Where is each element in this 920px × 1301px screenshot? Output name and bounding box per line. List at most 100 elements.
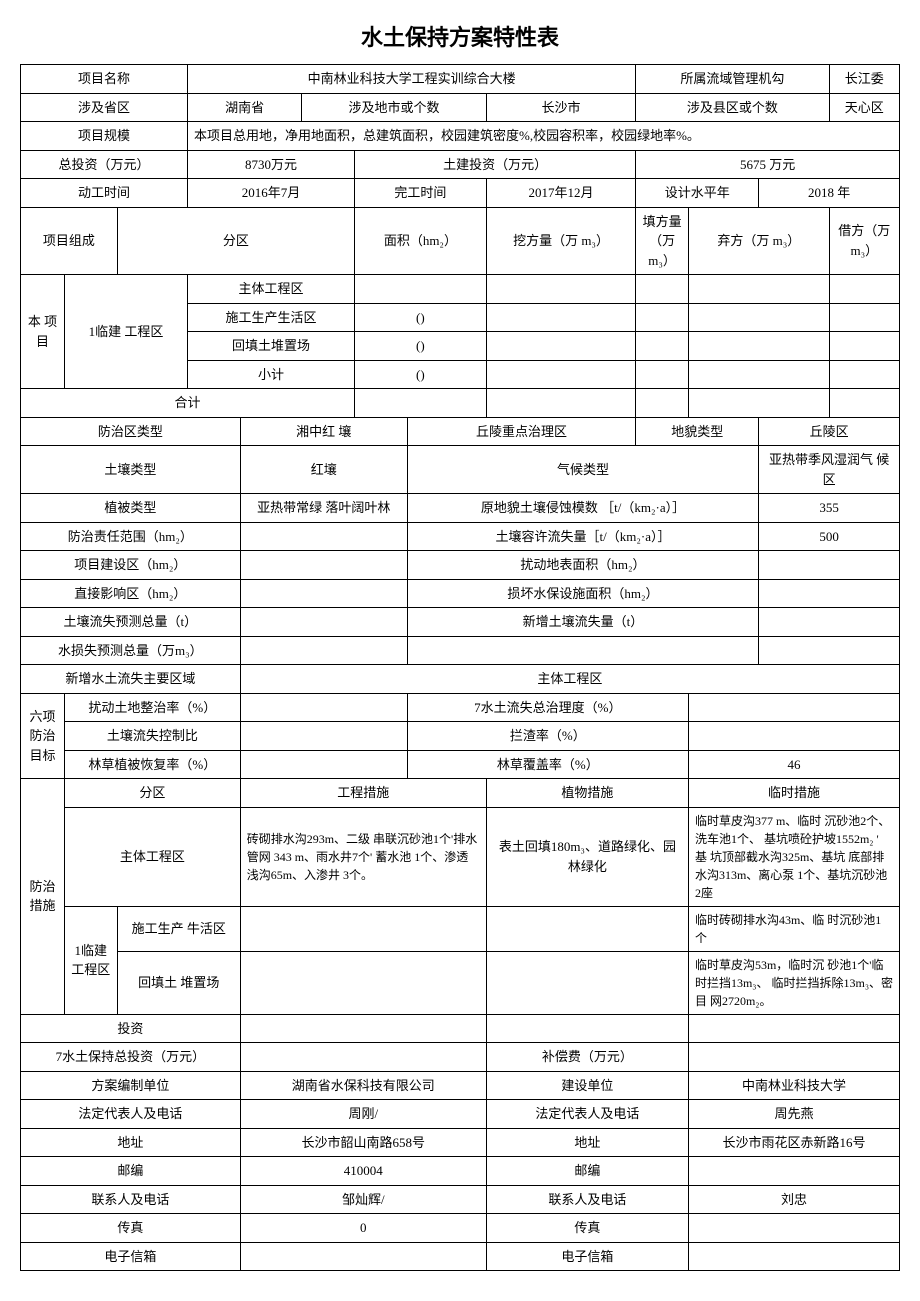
cell: [688, 1242, 899, 1271]
cell: 总投资（万元）: [21, 150, 188, 179]
cell: 湘中红 壤: [240, 417, 407, 446]
table-row: 项目名称 中南林业科技大学工程实训综合大楼 所属流域管理机勾 长江委: [21, 65, 900, 94]
cell: [688, 303, 829, 332]
cell: 丘陵重点治理区: [407, 417, 636, 446]
cell: [688, 275, 829, 304]
cell: 主体工程区: [64, 807, 240, 906]
cell: 邹灿辉/: [240, 1185, 486, 1214]
cell: 防治 措施: [21, 779, 65, 1015]
table-row: 7水土保持总投资（万元） 补偿费（万元）: [21, 1043, 900, 1072]
cell: (): [354, 303, 486, 332]
cell: [636, 360, 689, 389]
cell: [636, 389, 689, 418]
cell: [240, 1043, 486, 1072]
cell: [240, 750, 407, 779]
cell: [636, 332, 689, 361]
cell: 所属流域管理机勾: [636, 65, 829, 94]
cell: 法定代表人及电话: [21, 1100, 241, 1129]
cell: 借方（万 m₃）: [829, 207, 899, 275]
cell: 联系人及电话: [21, 1185, 241, 1214]
cell: 湖南省水保科技有限公司: [240, 1071, 486, 1100]
cell: [240, 693, 407, 722]
cell: 0: [240, 1214, 486, 1243]
cell: 小计: [187, 360, 354, 389]
cell: 5675 万元: [636, 150, 900, 179]
cell: [759, 579, 900, 608]
cell: [407, 636, 759, 665]
table-row: 总投资（万元） 8730万元 土建投资（万元） 5675 万元: [21, 150, 900, 179]
cell: 亚热带常绿 落叶阔叶林: [240, 494, 407, 523]
cell: [240, 1014, 486, 1043]
cell: [829, 389, 899, 418]
cell: [759, 608, 900, 637]
cell: [486, 389, 635, 418]
cell: 天心区: [829, 93, 899, 122]
cell: 临时措施: [688, 779, 899, 808]
cell: 500: [759, 522, 900, 551]
table-row: 投资: [21, 1014, 900, 1043]
cell: [688, 360, 829, 389]
cell: 砖砌排水沟293m、二级 串联沉砂池1个'排水管网 343 m、雨水井7个' 蓄…: [240, 807, 486, 906]
cell: 1临建 工程区: [64, 275, 187, 389]
cell: [829, 332, 899, 361]
table-row: 地址 长沙市韶山南路658号 地址 长沙市雨花区赤新路16号: [21, 1128, 900, 1157]
table-row: 主体工程区 砖砌排水沟293m、二级 串联沉砂池1个'排水管网 343 m、雨水…: [21, 807, 900, 906]
cell: 主体工程区: [240, 665, 899, 694]
cell: [240, 1242, 486, 1271]
cell: 临时草皮沟53m，临时沉 砂池1个'临时拦挡13m₃、 临时拦挡拆除13m₃、密…: [688, 951, 899, 1014]
cell: 湖南省: [187, 93, 301, 122]
table-row: 方案编制单位 湖南省水保科技有限公司 建设单位 中南林业科技大学: [21, 1071, 900, 1100]
cell: [240, 722, 407, 751]
cell: 六项 防治 目标: [21, 693, 65, 779]
table-row: 1临建工程区 施工生产 牛活区 临时砖砌排水沟43m、临 时沉砂池1个: [21, 906, 900, 951]
cell: 弃方（万 m₃）: [688, 207, 829, 275]
page-title: 水土保持方案特性表: [20, 20, 900, 52]
cell: 2018 年: [759, 179, 900, 208]
cell: [240, 608, 407, 637]
cell: [354, 389, 486, 418]
cell: 完工时间: [354, 179, 486, 208]
cell: [688, 722, 899, 751]
table-row: 水损失预测总量（万m₃）: [21, 636, 900, 665]
table-row: 联系人及电话 邹灿辉/ 联系人及电话 刘忠: [21, 1185, 900, 1214]
cell: 长沙市韶山南路658号: [240, 1128, 486, 1157]
cell: 中南林业科技大学工程实训综合大楼: [187, 65, 635, 94]
cell: [486, 906, 688, 951]
cell: 涉及县区或个数: [636, 93, 829, 122]
cell: 联系人及电话: [486, 1185, 688, 1214]
table-row: 防治区类型 湘中红 壤 丘陵重点治理区 地貌类型 丘陵区: [21, 417, 900, 446]
characteristics-table: 项目名称 中南林业科技大学工程实训综合大楼 所属流域管理机勾 长江委 涉及省区 …: [20, 64, 900, 1271]
cell: 410004: [240, 1157, 486, 1186]
cell: 拦渣率（%）: [407, 722, 688, 751]
cell: 涉及地市或个数: [302, 93, 487, 122]
cell: [688, 1214, 899, 1243]
cell: [486, 303, 635, 332]
cell: 临时草皮沟377 m、临时 沉砂池2个、洗车池1个、 基坑喷砼护坡1552m₂ …: [688, 807, 899, 906]
cell: 项目规模: [21, 122, 188, 151]
table-row: 植被类型 亚热带常绿 落叶阔叶林 原地貌土壤侵蚀模数 ［t/（km₂·a）］ 3…: [21, 494, 900, 523]
cell: 损坏水保设施面积（hm₂）: [407, 579, 759, 608]
table-row: 回填土 堆置场 临时草皮沟53m，临时沉 砂池1个'临时拦挡13m₃、 临时拦挡…: [21, 951, 900, 1014]
cell: 本项目总用地，净用地面积，总建筑面积，校园建筑密度%,校园容积率，校园绿地率%。: [187, 122, 899, 151]
cell: 电子信箱: [486, 1242, 688, 1271]
cell: [486, 951, 688, 1014]
cell: 扰动地表面积（hm₂）: [407, 551, 759, 580]
cell: 地貌类型: [636, 417, 759, 446]
cell: 355: [759, 494, 900, 523]
table-row: 法定代表人及电话 周刚/ 法定代表人及电话 周先燕: [21, 1100, 900, 1129]
cell: 面积（hm₂）: [354, 207, 486, 275]
cell: 电子信箱: [21, 1242, 241, 1271]
cell: [829, 303, 899, 332]
cell: 设计水平年: [636, 179, 759, 208]
cell: 林草覆盖率（%）: [407, 750, 688, 779]
cell: [240, 636, 407, 665]
cell: 涉及省区: [21, 93, 188, 122]
cell: 46: [688, 750, 899, 779]
table-row: 六项 防治 目标 扰动土地整治率（%） 7水土流失总治理度（%）: [21, 693, 900, 722]
table-row: 项目组成 分区 面积（hm₂） 挖方量（万 m₃） 填方量（万 m₃） 弃方（万…: [21, 207, 900, 275]
table-row: 林草植被恢复率（%） 林草覆盖率（%） 46: [21, 750, 900, 779]
cell: 气候类型: [407, 446, 759, 494]
cell: 长沙市雨花区赤新路16号: [688, 1128, 899, 1157]
cell: 7水土保持总投资（万元）: [21, 1043, 241, 1072]
cell: 分区: [64, 779, 240, 808]
